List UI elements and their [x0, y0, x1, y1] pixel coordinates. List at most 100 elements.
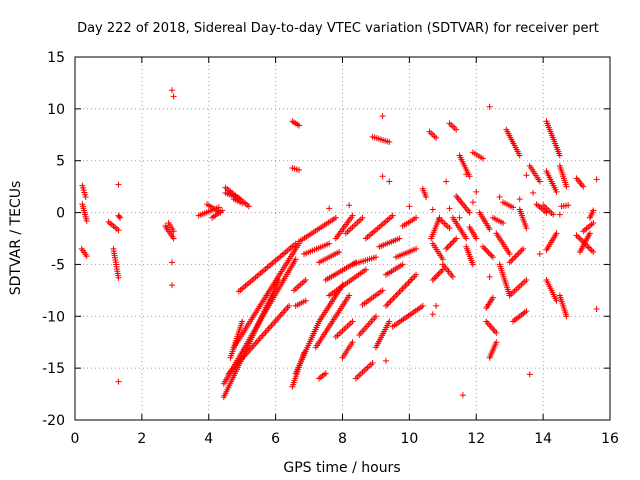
data-point — [500, 219, 506, 226]
data-point — [496, 194, 503, 201]
data-point — [590, 207, 597, 214]
data-point — [82, 194, 89, 201]
data-point — [399, 285, 406, 292]
data-point — [219, 207, 226, 214]
data-point — [444, 244, 451, 251]
data-point — [433, 302, 440, 309]
data-point — [580, 183, 587, 190]
y-tick-label: 5 — [56, 154, 65, 170]
data-point — [506, 259, 513, 266]
data-point — [516, 152, 523, 159]
data-point — [433, 134, 440, 141]
data-point — [239, 200, 246, 207]
data-point — [463, 171, 470, 178]
data-point — [411, 273, 418, 280]
data-point — [586, 230, 593, 237]
data-point — [576, 235, 583, 242]
data-point — [520, 245, 527, 252]
data-point — [439, 256, 446, 263]
data-point — [556, 152, 563, 159]
data-point — [168, 282, 175, 289]
data-point — [429, 276, 436, 283]
data-point — [588, 247, 595, 254]
data-point — [510, 204, 517, 211]
data-point — [435, 271, 442, 278]
data-point — [523, 276, 530, 283]
data-point — [296, 167, 303, 174]
data-point — [115, 227, 122, 234]
data-point — [526, 371, 533, 378]
data-point — [117, 214, 124, 221]
x-tick-label: 0 — [71, 431, 80, 447]
data-point — [434, 272, 441, 279]
x-tick-label: 8 — [338, 431, 347, 447]
data-point — [593, 306, 600, 313]
data-point — [407, 278, 414, 285]
data-point — [387, 298, 394, 305]
data-point — [326, 240, 333, 247]
data-point — [410, 274, 417, 281]
data-point — [302, 276, 309, 283]
data-point — [563, 313, 570, 320]
data-point — [436, 269, 443, 276]
y-tick-label: 0 — [56, 206, 65, 222]
data-point — [115, 274, 122, 281]
data-point — [379, 287, 386, 294]
data-point — [286, 302, 292, 309]
y-tick-label: 15 — [47, 50, 65, 66]
data-point — [116, 213, 123, 220]
data-point — [453, 235, 460, 242]
data-point — [514, 251, 521, 258]
data-point — [489, 254, 496, 261]
data-point — [469, 199, 476, 206]
data-point — [530, 189, 537, 196]
x-tick-label: 10 — [400, 431, 418, 447]
data-point — [486, 226, 493, 233]
data-point — [382, 357, 389, 364]
data-point — [523, 308, 530, 315]
data-point — [349, 339, 356, 346]
data-point — [115, 181, 122, 188]
data-point — [517, 248, 524, 255]
data-point — [565, 202, 572, 209]
data-point — [443, 245, 450, 252]
data-point — [573, 232, 580, 239]
data-point — [346, 292, 353, 299]
data-point — [239, 318, 246, 325]
data-point — [386, 139, 393, 146]
x-tick-label: 4 — [204, 431, 213, 447]
data-point — [362, 266, 369, 273]
data-point — [575, 233, 582, 240]
data-point — [466, 209, 473, 216]
data-point — [509, 256, 516, 263]
x-tick-label: 16 — [601, 431, 619, 447]
data-point — [326, 205, 333, 212]
data-point — [446, 205, 453, 212]
y-tick-label: -5 — [51, 257, 65, 273]
data-point — [413, 214, 420, 221]
data-point — [481, 245, 488, 252]
data-point — [296, 122, 303, 129]
y-tick-label: 10 — [47, 102, 65, 118]
data-point — [493, 339, 500, 346]
data-point — [245, 203, 252, 210]
data-point — [385, 299, 392, 306]
data-point — [456, 214, 463, 221]
data-point — [578, 236, 585, 243]
data-point — [115, 378, 122, 385]
data-point — [390, 295, 397, 302]
data-point — [292, 240, 299, 247]
data-point — [488, 252, 495, 259]
data-point — [443, 178, 450, 185]
data-point — [587, 245, 594, 252]
data-point — [479, 243, 486, 250]
data-point — [473, 188, 480, 195]
data-point — [466, 173, 473, 180]
data-point — [386, 318, 393, 325]
data-point — [292, 256, 299, 263]
data-point — [379, 173, 386, 180]
data-point — [399, 261, 406, 268]
data-point — [487, 251, 494, 258]
data-point — [516, 196, 523, 203]
